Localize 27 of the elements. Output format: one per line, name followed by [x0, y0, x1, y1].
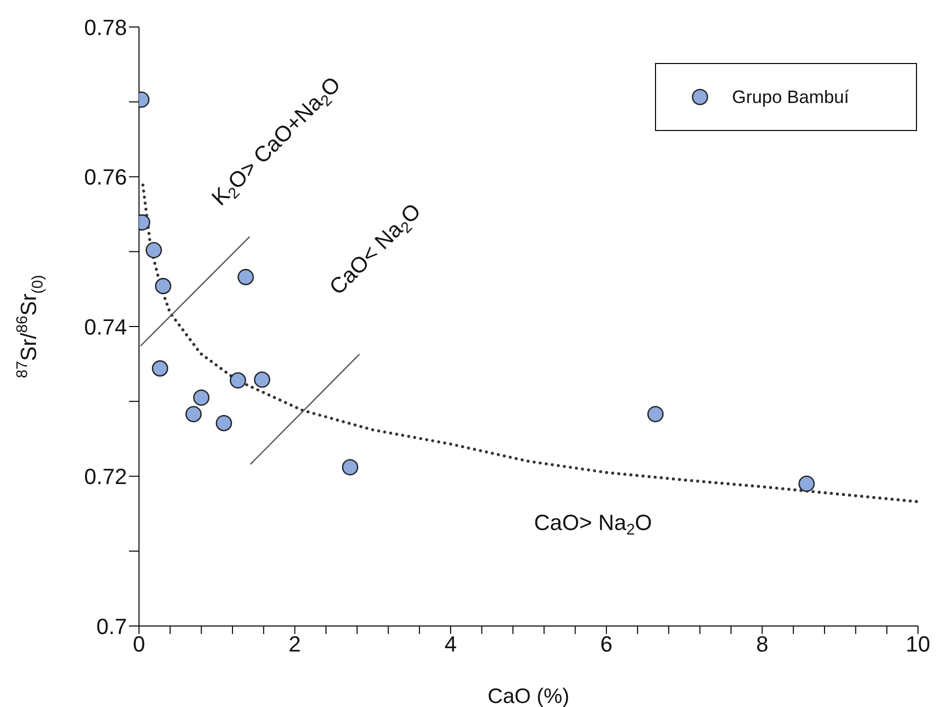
y-tick-label: 0.76 [84, 164, 127, 190]
y-tick-label: 0.72 [84, 464, 127, 490]
point [342, 459, 358, 476]
legend-label: Grupo Bambuí [732, 86, 850, 108]
point [146, 242, 162, 258]
point [238, 268, 254, 286]
point [216, 414, 232, 432]
x-tick-label: 2 [288, 632, 301, 657]
point [798, 476, 815, 492]
y-tick-label: 0.7 [96, 614, 127, 639]
point [155, 278, 172, 294]
point [193, 389, 210, 406]
y-tick-label: 0.78 [84, 14, 127, 40]
point [230, 372, 246, 389]
legend: Grupo Bambuí [655, 63, 917, 131]
x-tick-label: 10 [906, 632, 930, 657]
x-tick-label: 4 [444, 632, 457, 657]
point [185, 406, 202, 422]
x-tick-label: 8 [756, 632, 768, 657]
x-axis-title: CaO (%) [488, 685, 570, 707]
annotation: CaO> Na$_{2}$O [534, 510, 652, 539]
point [152, 360, 168, 377]
x-tick-label: 0 [132, 632, 146, 657]
x-tick-label: 6 [600, 632, 613, 657]
point [254, 372, 270, 388]
y-tick-label: 0.74 [84, 314, 127, 340]
point [647, 406, 664, 422]
